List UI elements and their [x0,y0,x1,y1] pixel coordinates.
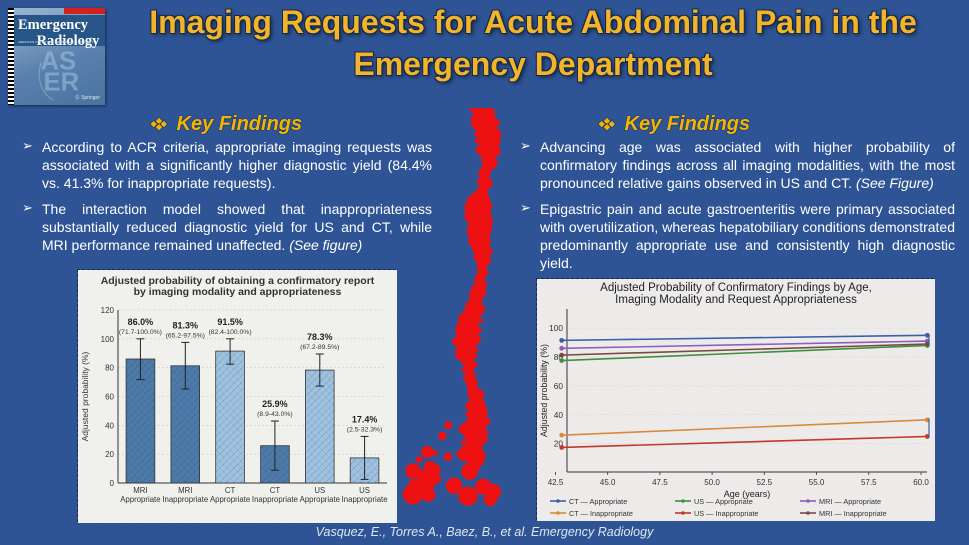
svg-text:120: 120 [101,306,115,315]
svg-text:(8.9-43.0%): (8.9-43.0%) [257,411,293,418]
svg-text:91.5%: 91.5% [217,317,243,327]
svg-text:60.0: 60.0 [913,478,929,487]
svg-text:CT: CT [270,486,281,495]
svg-text:CT — Inappropriate: CT — Inappropriate [569,509,633,518]
svg-text:25.9%: 25.9% [262,399,288,409]
svg-text:40: 40 [105,421,114,430]
svg-text:US: US [314,486,325,495]
svg-text:60: 60 [105,393,114,402]
svg-text:(82.4-100.0%): (82.4-100.0%) [209,329,252,336]
svg-text:20: 20 [105,450,114,459]
svg-text:(71.7-100.0%): (71.7-100.0%) [119,329,162,336]
svg-text:US: US [359,486,370,495]
svg-text:55.0: 55.0 [809,478,825,487]
svg-text:47.5: 47.5 [652,478,668,487]
svg-text:MRI: MRI [133,486,147,495]
svg-text:Inappropriate: Inappropriate [342,495,388,504]
svg-text:(2.5-32.3%): (2.5-32.3%) [347,426,383,433]
svg-text:Inappropriate: Inappropriate [252,495,298,504]
svg-text:50.0: 50.0 [704,478,720,487]
svg-text:86.0%: 86.0% [128,317,154,327]
svg-text:US — Appropriate: US — Appropriate [694,497,753,506]
svg-text:CT — Appropriate: CT — Appropriate [569,497,627,506]
svg-text:80: 80 [105,364,114,373]
svg-text:17.4%: 17.4% [352,414,378,424]
svg-text:Appropriate: Appropriate [210,495,250,504]
svg-text:57.5: 57.5 [861,478,877,487]
svg-text:0: 0 [110,479,115,488]
svg-text:CT: CT [225,486,236,495]
svg-text:Adjusted Probability of Confir: Adjusted Probability of Confirmatory Fin… [600,282,872,294]
svg-text:Imaging Modality and Request A: Imaging Modality and Request Appropriate… [615,294,857,306]
svg-text:Inappropriate: Inappropriate [162,495,208,504]
svg-text:100: 100 [101,335,115,344]
svg-text:60: 60 [554,381,564,391]
svg-text:(65.2-97.5%): (65.2-97.5%) [166,332,205,339]
svg-text:Appropriate: Appropriate [120,495,160,504]
svg-text:40: 40 [554,410,564,420]
svg-text:100: 100 [549,323,563,333]
svg-text:Adjusted probability (%): Adjusted probability (%) [80,351,90,441]
svg-text:MRI — Appropriate: MRI — Appropriate [819,497,881,506]
svg-text:81.3%: 81.3% [173,320,199,330]
svg-text:78.3%: 78.3% [307,332,333,342]
svg-text:45.0: 45.0 [600,478,616,487]
svg-text:by imaging modality and approp: by imaging modality and appropriateness [134,286,342,298]
svg-text:Adjusted probability (%): Adjusted probability (%) [539,344,549,437]
svg-text:MRI: MRI [178,486,192,495]
svg-text:42.5: 42.5 [548,478,564,487]
svg-text:52.5: 52.5 [757,478,773,487]
svg-text:Appropriate: Appropriate [300,495,340,504]
svg-text:(67.2-89.5%): (67.2-89.5%) [300,344,339,351]
svg-text:US — Inappropriate: US — Inappropriate [694,509,759,518]
svg-text:MRI — Inappropriate: MRI — Inappropriate [819,509,887,518]
